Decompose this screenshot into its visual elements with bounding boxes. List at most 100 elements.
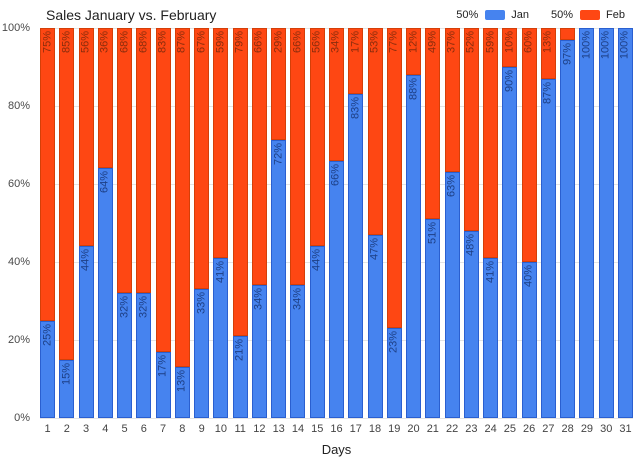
x-axis-tick-label: 23 <box>465 423 478 435</box>
plot-area: 75% 25% 85% 15% 56% 44% 36% 64% 68% 32% 68% 32% 83% 1… <box>40 27 633 419</box>
feb-segment: 49% <box>425 28 441 220</box>
feb-segment: 67% <box>194 28 210 290</box>
jan-value-label: 40% <box>522 265 535 288</box>
x-axis-tick-label: 1 <box>44 423 51 435</box>
feb-value-label: 53% <box>368 31 381 54</box>
feb-value-label: 87% <box>175 31 188 54</box>
feb-value-label: 52% <box>464 31 477 54</box>
bar-day-19: 77% 23% <box>386 28 402 418</box>
feb-value-label: 85% <box>60 31 73 54</box>
feb-value-label: 17% <box>349 31 362 54</box>
jan-value-label: 34% <box>252 288 265 311</box>
jan-value-label: 51% <box>426 222 439 245</box>
jan-value-label: 90% <box>503 70 516 93</box>
feb-segment: 83% <box>155 28 171 352</box>
y-axis-tick-label: 60% <box>7 178 30 190</box>
bar-day-27: 13% 87% <box>540 28 556 418</box>
x-axis-tick-label: 9 <box>198 423 205 435</box>
feb-value-label: 56% <box>79 31 92 54</box>
jan-segment: 15% <box>59 359 75 418</box>
bar-day-13: 29% 72% <box>271 28 287 418</box>
bar-day-23: 52% 48% <box>463 28 479 418</box>
jan-segment: 44% <box>78 246 94 418</box>
jan-value-label: 72% <box>272 142 285 165</box>
gridline <box>40 417 633 419</box>
feb-value-label: 59% <box>484 31 497 54</box>
feb-segment: 53% <box>367 28 383 235</box>
jan-value-label: 66% <box>329 163 342 186</box>
feb-value-label: 75% <box>41 31 53 54</box>
bar-day-3: 56% 44% <box>78 28 94 418</box>
y-axis: 100% 80% 60% 40% 20% 0% <box>0 22 34 424</box>
jan-value-label: 17% <box>156 354 169 377</box>
bar-day-6: 68% 32% <box>136 28 152 418</box>
jan-segment: 40% <box>521 262 537 418</box>
feb-value-label: 49% <box>426 31 439 54</box>
bars: 75% 25% 85% 15% 56% 44% 36% 64% 68% 32% 68% 32% 83% 1… <box>40 28 633 418</box>
feb-segment: 68% <box>117 28 133 294</box>
jan-segment: 47% <box>367 234 383 418</box>
jan-segment: 100% <box>598 28 614 418</box>
feb-value-label: 37% <box>445 31 458 54</box>
feb-segment: 29% <box>271 28 287 140</box>
feb-segment: 12% <box>406 28 422 75</box>
y-axis-tick-label: 0% <box>14 412 30 424</box>
feb-segment: 66% <box>290 28 306 286</box>
feb-segment: 37% <box>444 28 460 173</box>
feb-segment: 68% <box>136 28 152 294</box>
jan-segment: 32% <box>136 293 152 418</box>
bar-day-10: 59% 41% <box>213 28 229 418</box>
jan-value-label: 21% <box>233 339 246 362</box>
x-axis-tick-label: 18 <box>368 423 382 435</box>
bar-day-29: 100% <box>579 28 595 418</box>
jan-value-label: 32% <box>118 296 131 319</box>
x-axis-tick-label: 13 <box>272 423 285 435</box>
feb-segment: 75% <box>40 28 55 321</box>
x-axis-tick-label: 30 <box>600 423 613 435</box>
legend-jan-value: 50% <box>456 9 479 21</box>
bar-day-16: 34% 66% <box>328 28 344 418</box>
x-axis-tick-label: 10 <box>214 423 228 435</box>
feb-value-label: 13% <box>541 31 554 54</box>
jan-value-label: 63% <box>445 175 458 198</box>
feb-segment: 36% <box>97 28 113 169</box>
jan-segment: 48% <box>463 230 479 418</box>
x-axis-tick-label: 26 <box>523 423 536 435</box>
feb-value-label: 83% <box>156 31 169 54</box>
feb-segment: 13% <box>540 28 556 79</box>
jan-segment: 64% <box>97 168 113 418</box>
jan-segment: 87% <box>540 78 556 418</box>
jan-segment: 21% <box>232 336 248 418</box>
feb-segment: 85% <box>59 28 75 360</box>
x-axis-tick-label: 22 <box>445 423 459 435</box>
jan-segment: 72% <box>271 139 287 418</box>
legend-jan-swatch <box>485 10 506 20</box>
feb-value-label: 68% <box>118 31 131 54</box>
feb-value-label: 29% <box>272 31 285 54</box>
jan-segment: 83% <box>348 94 364 418</box>
feb-value-label: 66% <box>291 31 304 54</box>
bar-day-14: 66% 34% <box>290 28 306 418</box>
bar-day-20: 12% 88% <box>406 28 422 418</box>
feb-value-label: 77% <box>387 31 400 54</box>
bar-day-8: 87% 13% <box>174 28 190 418</box>
x-axis: 1 2 3 4 5 6 7 8 9 10 11 12 13 14 15 16 17 18 19 20 21 22 23 24 2… <box>40 423 633 435</box>
legend-feb-value: 50% <box>551 9 574 21</box>
jan-segment: 51% <box>425 219 441 418</box>
x-axis-tick-label: 28 <box>561 423 574 435</box>
x-axis-tick-label: 3 <box>82 423 90 435</box>
jan-segment: 23% <box>386 328 402 418</box>
jan-segment: 63% <box>444 172 460 418</box>
bar-day-2: 85% 15% <box>59 28 75 418</box>
jan-segment: 44% <box>309 246 325 418</box>
feb-segment: 87% <box>174 28 190 368</box>
jan-segment: 88% <box>406 74 422 418</box>
feb-segment: 56% <box>309 28 325 247</box>
jan-segment: 97% <box>560 39 576 418</box>
y-axis-tick-label: 20% <box>7 334 30 346</box>
y-axis-tick-label: 100% <box>1 22 30 34</box>
feb-segment: 59% <box>483 28 499 259</box>
x-axis-tick-label: 14 <box>291 423 305 435</box>
x-axis-tick-label: 17 <box>349 423 362 435</box>
